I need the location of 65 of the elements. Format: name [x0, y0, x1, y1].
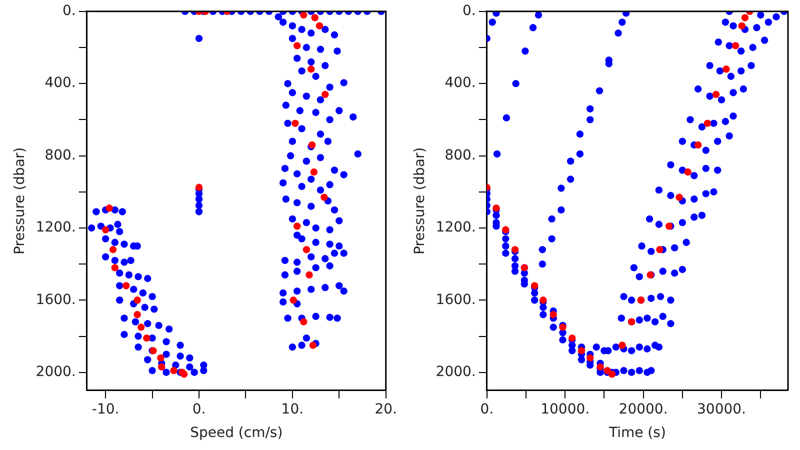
point: [122, 282, 130, 290]
y-tick-label: 2000.: [436, 364, 476, 380]
point: [292, 120, 299, 127]
point: [550, 311, 557, 318]
y-axis-title: Pressure (dbar): [412, 147, 428, 255]
point: [158, 363, 166, 371]
point: [157, 354, 164, 362]
x-axis-title: Speed (cm/s): [190, 425, 283, 442]
y-tick-label: 1200.: [436, 220, 476, 236]
point: [310, 168, 318, 176]
point: [111, 264, 119, 272]
x-tick-label: 10000.: [540, 401, 590, 418]
point: [294, 42, 301, 50]
y-tick-label: 400.: [444, 75, 476, 92]
point: [294, 222, 301, 230]
point: [290, 296, 297, 304]
y-tick-label: 1600.: [36, 292, 76, 308]
point: [137, 324, 145, 331]
point: [676, 194, 683, 201]
point: [722, 66, 730, 73]
point: [309, 342, 317, 349]
y-tick-label: 400.: [44, 75, 76, 92]
point: [311, 14, 318, 22]
point: [106, 204, 113, 212]
point: [300, 318, 308, 326]
y-tick-label: 1600.: [436, 292, 476, 308]
point: [732, 42, 740, 50]
point: [170, 366, 178, 374]
point: [704, 120, 712, 127]
point: [143, 334, 150, 342]
point: [712, 90, 720, 98]
y-tick-label: 2000.: [36, 364, 76, 380]
point: [300, 11, 308, 19]
x-tick-label: 10.: [281, 401, 304, 418]
x-tick-label: 20000.: [618, 401, 668, 418]
x-tick-label: 0.: [480, 401, 494, 418]
point: [578, 347, 586, 354]
point: [656, 246, 664, 254]
point: [684, 168, 692, 176]
point: [134, 296, 141, 304]
x-tick-label: 30000.: [697, 401, 746, 418]
point: [741, 14, 749, 22]
x-tick-label: 0.: [192, 401, 206, 418]
y-tick-label: 1200.: [36, 220, 76, 236]
x-tick-label: 20.: [374, 401, 397, 418]
y-tick-label: 0.: [62, 3, 76, 20]
x-axis-title: Time (s): [608, 425, 666, 442]
point: [102, 226, 110, 234]
point: [134, 311, 141, 318]
point: [322, 90, 329, 98]
point: [694, 141, 702, 149]
point: [302, 246, 310, 254]
point: [109, 246, 117, 254]
x-tick-label: -10.: [92, 401, 120, 418]
point: [320, 194, 328, 201]
y-tick-label: 0.: [462, 3, 476, 20]
y-axis-title: Pressure (dbar): [12, 147, 28, 255]
point: [586, 354, 594, 362]
y-tick-label: 800.: [444, 147, 476, 164]
point: [738, 22, 746, 30]
point: [306, 271, 313, 278]
point: [618, 342, 626, 349]
y-tick-label: 800.: [44, 147, 76, 164]
point: [316, 22, 324, 30]
point: [308, 66, 315, 73]
